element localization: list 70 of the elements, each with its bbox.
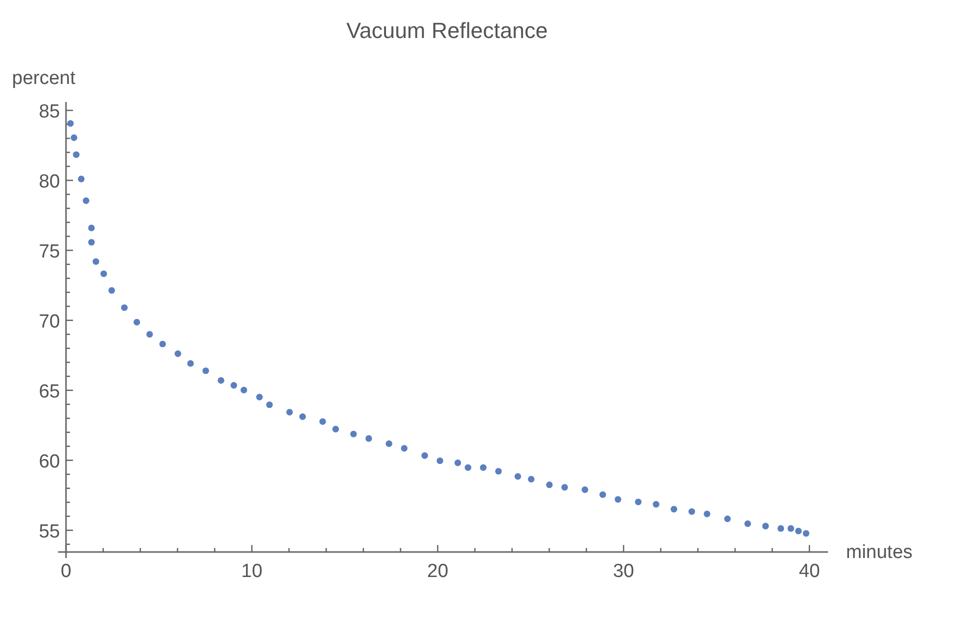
point — [332, 426, 339, 432]
y-axis-title: percent — [12, 68, 76, 89]
x-tick-label: 30 — [612, 561, 634, 582]
chart-title: Vacuum Reflectance — [346, 18, 548, 43]
y-tick-label: 60 — [38, 451, 60, 472]
point — [762, 522, 769, 530]
point — [82, 197, 90, 204]
point — [299, 413, 306, 420]
point — [218, 377, 224, 384]
point — [599, 491, 606, 498]
point — [795, 528, 802, 534]
point — [777, 525, 784, 532]
point — [724, 516, 731, 522]
point — [400, 444, 408, 452]
point — [421, 452, 428, 459]
point — [319, 418, 326, 425]
point — [202, 367, 210, 374]
x-tick-label: 20 — [427, 561, 448, 582]
point — [582, 486, 588, 494]
point — [146, 331, 153, 338]
point — [614, 496, 622, 503]
point — [480, 464, 487, 471]
point — [634, 498, 642, 506]
x-tick-label: 40 — [798, 561, 820, 582]
y-tick-label: 70 — [38, 311, 60, 332]
point — [652, 500, 660, 508]
y-tick-label: 80 — [38, 171, 60, 192]
point — [70, 134, 78, 141]
x-axis-title: minutes — [846, 542, 913, 563]
point — [688, 508, 696, 515]
point — [100, 270, 108, 278]
point — [240, 386, 248, 394]
point — [266, 401, 273, 408]
point — [108, 287, 116, 294]
point — [350, 430, 357, 438]
y-tick-label: 85 — [38, 101, 60, 122]
point — [788, 525, 794, 532]
point — [495, 468, 502, 475]
point — [121, 304, 128, 311]
point — [88, 224, 95, 232]
point — [134, 318, 140, 326]
point — [72, 151, 80, 158]
point — [744, 520, 752, 528]
point — [454, 460, 462, 466]
point — [230, 382, 238, 389]
point — [78, 176, 85, 182]
y-tick-label: 65 — [38, 381, 60, 402]
point — [187, 360, 194, 367]
point — [436, 457, 444, 464]
point — [365, 435, 372, 442]
y-tick-label: 55 — [38, 521, 60, 542]
y-tick-label: 75 — [38, 241, 60, 262]
point — [514, 473, 522, 480]
point — [67, 120, 74, 127]
point — [546, 482, 553, 488]
x-tick-label: 10 — [241, 561, 262, 582]
point — [159, 340, 166, 348]
point — [174, 350, 182, 357]
point — [670, 506, 678, 512]
point — [704, 510, 710, 518]
point — [464, 464, 472, 471]
point — [528, 476, 534, 483]
point — [802, 530, 810, 537]
x-tick-label: 0 — [60, 561, 72, 582]
point — [88, 238, 95, 246]
point — [92, 258, 100, 265]
point — [286, 408, 293, 416]
point — [561, 484, 568, 491]
point — [256, 394, 263, 400]
point — [386, 440, 392, 447]
